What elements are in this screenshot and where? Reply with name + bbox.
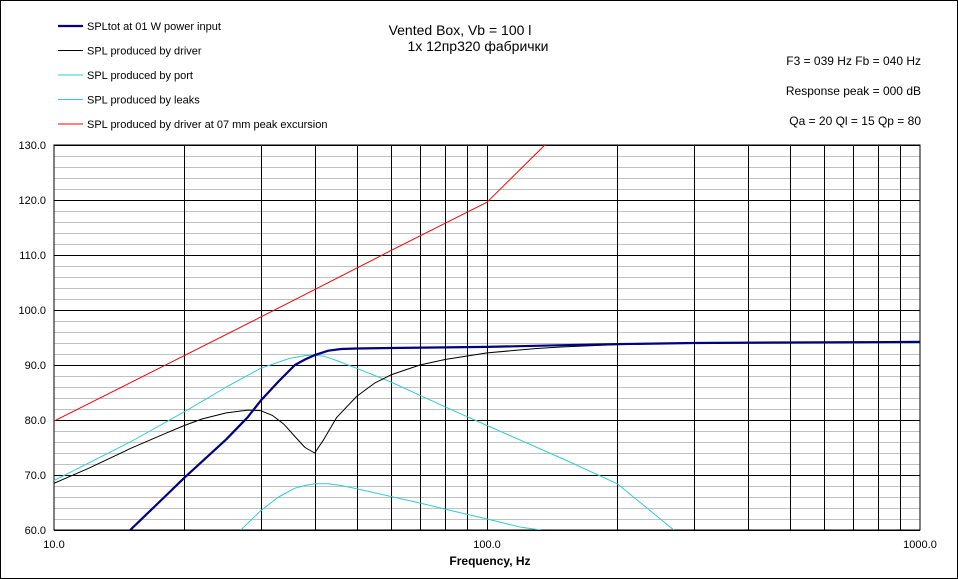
x-tick-label: 100.0 <box>473 539 501 551</box>
series-line-5 <box>54 145 546 422</box>
x-tick-label: 1000.0 <box>903 539 937 551</box>
legend: SPLtot at 01 W power input SPL produced b… <box>58 21 328 131</box>
chart-subtitle: 1x 12пр320 фабрички <box>407 38 548 54</box>
y-tick-label: 90.0 <box>25 360 46 372</box>
legend-label: SPL produced by driver <box>87 46 202 58</box>
y-tick-label: 110.0 <box>19 250 46 262</box>
legend-label: SPL produced by leaks <box>87 95 200 107</box>
annotation-f3-fb: F3 = 039 Hz Fb = 040 Hz <box>786 54 921 68</box>
x-axis-label: Frequency, Hz <box>449 554 530 568</box>
y-tick-label: 100.0 <box>18 305 46 317</box>
series-line-2 <box>54 341 920 484</box>
y-axis-ticks: 60.0 70.0 80.0 90.0 100.0 110.0 120.0 130.0 <box>18 140 46 537</box>
x-axis-ticks: 10.0 100.0 1000.0 <box>43 539 937 551</box>
chart-title: Vented Box, Vb = 100 l <box>389 22 532 38</box>
plot-area-border <box>53 144 921 531</box>
series-line-4 <box>240 483 541 530</box>
legend-label: SPLtot at 01 W power input <box>87 21 221 33</box>
series-lines <box>54 145 920 530</box>
y-tick-label: 70.0 <box>25 470 46 482</box>
legend-label: SPL produced by driver at 07 mm peak exc… <box>87 119 328 131</box>
y-tick-label: 120.0 <box>18 195 46 207</box>
y-tick-label: 60.0 <box>25 525 46 537</box>
series-line-1 <box>129 340 920 530</box>
y-tick-label: 80.0 <box>25 415 46 427</box>
y-tick-label: 130.0 <box>18 140 46 152</box>
x-tick-label: 10.0 <box>43 539 64 551</box>
major-gridlines <box>54 145 920 531</box>
annotation-q-values: Qa = 20 Ql = 15 Qp = 80 <box>789 114 921 128</box>
annotation-response-peak: Response peak = 000 dB <box>786 84 921 98</box>
legend-label: SPL produced by port <box>87 70 193 82</box>
series-line-3 <box>54 354 675 530</box>
